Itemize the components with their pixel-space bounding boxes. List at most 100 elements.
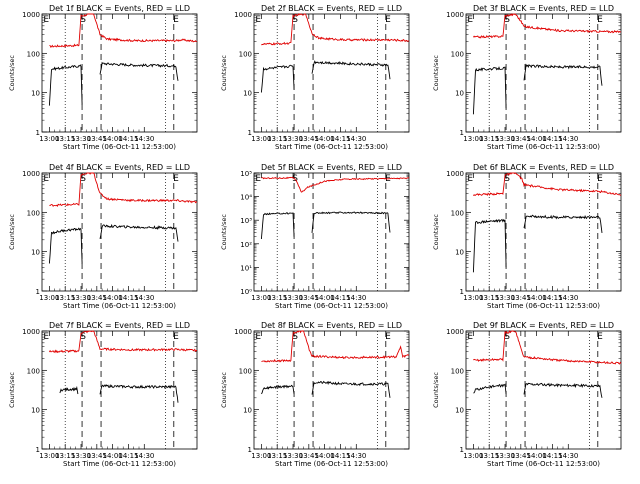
event-marker-label: E (597, 15, 603, 25)
y-tick-label: 10 (31, 249, 40, 257)
y-tick-label: 1 (460, 129, 464, 137)
y-tick-label: 10¹ (240, 264, 252, 272)
y-tick-label: 10⁴ (240, 194, 252, 202)
x-tick-label: 13:15 (55, 294, 75, 302)
x-tick-label: 14:00 (315, 135, 335, 143)
lld-series-line (261, 330, 410, 363)
y-axis-label: Counts/sec (432, 214, 440, 250)
chart-panel-6: Det 6f BLACK = Events, RED = LLD 1 10 100 10… (432, 163, 622, 310)
events-series-line (523, 214, 603, 233)
x-tick-label: 14:15 (330, 135, 350, 143)
event-marker-label: E (255, 15, 261, 25)
x-tick-label: 13:15 (267, 135, 287, 143)
x-tick-label: 13:00 (251, 452, 271, 460)
x-tick-label: 13:00 (39, 135, 59, 143)
chart-panel-2: Det 2f BLACK = Events, RED = LLD 1 10 100 10… (220, 4, 410, 151)
x-tick-label: 14:15 (118, 294, 138, 302)
plot-frame (41, 13, 198, 133)
x-tick-label: 13:15 (267, 294, 287, 302)
x-tick-label: 13:30 (283, 452, 303, 460)
x-tick-label: 14:00 (103, 294, 123, 302)
x-axis-label: Start Time (06-Oct-11 12:53:00) (275, 302, 388, 310)
event-marker-label: E (43, 174, 49, 184)
x-tick-label: 13:30 (495, 135, 515, 143)
x-tick-label: 14:30 (346, 294, 366, 302)
chart-panel-9: Det 9f BLACK = Events, RED = LLD 1 10 100 10… (432, 321, 622, 468)
x-tick-label: 13:45 (511, 135, 531, 143)
x-tick-label: 13:15 (479, 294, 499, 302)
x-axis-label: Start Time (06-Oct-11 12:53:00) (63, 302, 176, 310)
plot-frame (465, 13, 622, 133)
x-tick-label: 14:30 (346, 135, 366, 143)
chart-panel-8: Det 8f BLACK = Events, RED = LLD 1 10 100 10… (220, 321, 410, 468)
events-series-line (99, 383, 179, 403)
x-tick-label: 13:15 (55, 452, 75, 460)
event-marker-label: E (255, 332, 261, 342)
y-tick-label: 10 (455, 249, 464, 257)
y-tick-label: 1 (460, 446, 464, 454)
event-marker-label: E (597, 174, 603, 184)
y-tick-label: 10² (240, 241, 252, 249)
events-series-line (59, 385, 79, 395)
x-tick-label: 13:45 (87, 452, 107, 460)
chart-title: Det 5f BLACK = Events, RED = LLD (261, 163, 402, 172)
x-tick-label: 13:30 (71, 452, 91, 460)
x-tick-label: 13:00 (463, 452, 483, 460)
events-series-line (311, 211, 391, 233)
y-tick-label: 1 (248, 129, 252, 137)
event-marker-label: S (504, 15, 510, 25)
chart-panel-7: Det 7f BLACK = Events, RED = LLD 1 10 100 10… (8, 321, 198, 468)
events-series-line (260, 64, 295, 93)
y-tick-label: 1000 (22, 11, 40, 19)
y-tick-label: 1000 (234, 11, 252, 19)
x-tick-label: 14:15 (118, 135, 138, 143)
events-series-line (48, 227, 83, 264)
x-tick-label: 13:30 (283, 294, 303, 302)
x-tick-label: 14:15 (118, 452, 138, 460)
x-tick-label: 13:00 (251, 135, 271, 143)
y-tick-label: 10 (455, 90, 464, 98)
event-marker-label: E (255, 174, 261, 184)
events-series-line (48, 64, 83, 106)
x-tick-label: 14:00 (315, 294, 335, 302)
lld-series-line (49, 13, 198, 48)
events-series-line (260, 212, 295, 240)
event-marker-label: S (504, 174, 510, 184)
x-tick-label: 14:30 (134, 135, 154, 143)
plot-frame (41, 330, 198, 450)
x-tick-label: 13:15 (479, 452, 499, 460)
y-axis-label: Counts/sec (432, 372, 440, 408)
x-tick-label: 13:00 (463, 135, 483, 143)
events-series-line (99, 223, 179, 242)
event-marker-label: S (80, 332, 86, 342)
x-tick-label: 13:30 (495, 452, 515, 460)
x-tick-label: 13:00 (39, 452, 59, 460)
y-tick-label: 1 (460, 288, 464, 296)
x-axis-label: Start Time (06-Oct-11 12:53:00) (487, 460, 600, 468)
event-marker-label: E (597, 332, 603, 342)
y-tick-label: 10 (243, 90, 252, 98)
events-series-line (472, 218, 507, 273)
x-tick-label: 14:00 (103, 452, 123, 460)
chart-title: Det 3f BLACK = Events, RED = LLD (473, 4, 614, 13)
y-tick-label: 100 (27, 50, 40, 58)
event-marker-label: E (385, 332, 391, 342)
chart-title: Det 8f BLACK = Events, RED = LLD (261, 321, 402, 330)
x-tick-label: 14:30 (558, 452, 578, 460)
y-axis-label: Counts/sec (8, 372, 16, 408)
x-tick-label: 13:45 (299, 135, 319, 143)
x-tick-label: 14:00 (527, 294, 547, 302)
y-tick-label: 10³ (240, 217, 252, 225)
x-tick-label: 13:45 (299, 452, 319, 460)
y-axis-label: Counts/sec (220, 55, 228, 91)
y-tick-label: 100 (451, 50, 464, 58)
event-marker-label: E (385, 15, 391, 25)
x-tick-label: 13:45 (87, 135, 107, 143)
events-series-line (473, 383, 507, 395)
lld-series-line (261, 13, 410, 46)
x-axis-label: Start Time (06-Oct-11 12:53:00) (275, 460, 388, 468)
y-tick-label: 1 (36, 129, 40, 137)
y-tick-label: 1000 (234, 328, 252, 336)
y-tick-label: 10⁵ (240, 170, 252, 178)
